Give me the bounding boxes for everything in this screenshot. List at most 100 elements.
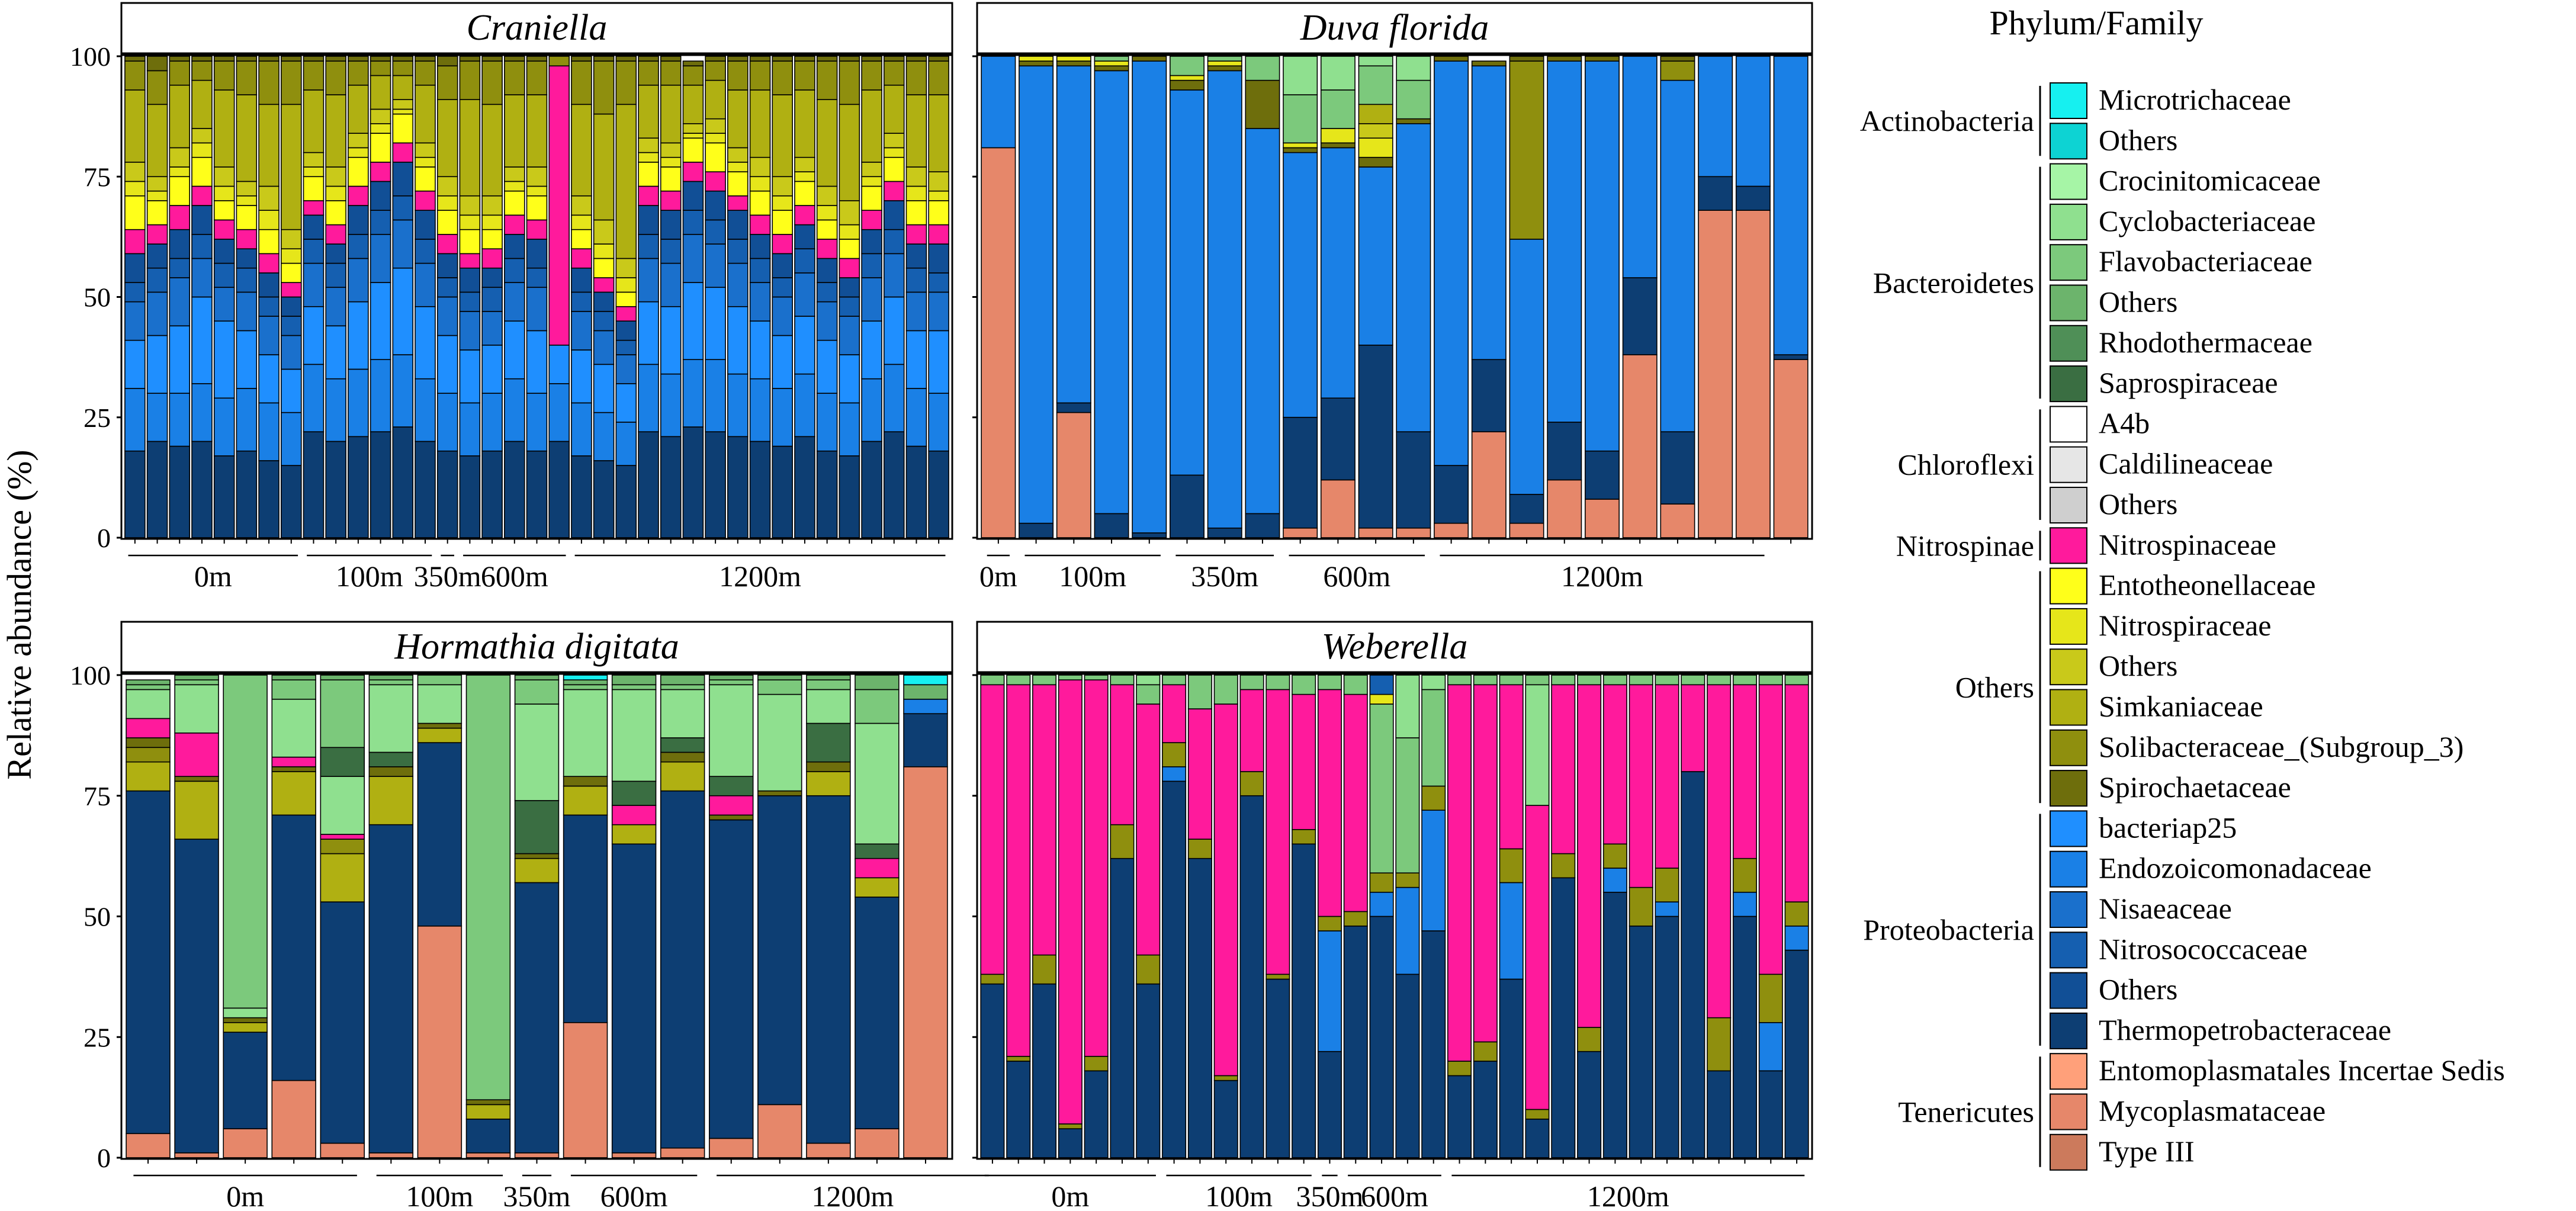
bar-segment [772, 388, 793, 447]
group-label: 1200m [1587, 1180, 1669, 1211]
group-label: 350m [414, 560, 481, 593]
bar-segment [1245, 79, 1280, 129]
bar-segment [303, 431, 325, 538]
bar-segment [236, 205, 258, 230]
bar-segment [236, 181, 258, 197]
bar-segment [320, 901, 365, 1144]
bar [1132, 56, 1167, 538]
legend-entry: Spirochaetaceae [2099, 770, 2291, 804]
bar-segment [174, 1152, 219, 1158]
bar-segment [1136, 983, 1161, 1158]
bar-segment [705, 60, 726, 81]
bar-segment [174, 674, 219, 680]
bar [660, 674, 705, 1158]
bar-segment [504, 181, 525, 192]
y-tick-label: 100 [70, 41, 111, 72]
bar-segment [436, 56, 458, 67]
bar-segment [146, 104, 168, 178]
bar-segment [638, 301, 659, 365]
bar-segment [526, 185, 548, 197]
bar-segment [660, 210, 682, 240]
bar-segment [794, 272, 815, 317]
bar-segment [1056, 412, 1091, 538]
bar [1358, 56, 1393, 538]
bar-segment [514, 853, 560, 859]
bar-segment [514, 857, 560, 884]
bar-segment [370, 133, 391, 163]
bar-segment [816, 282, 838, 303]
bar [370, 56, 391, 538]
bar-segment [1396, 56, 1431, 81]
bar-segment [1660, 60, 1695, 81]
bar-segment [1320, 147, 1356, 399]
bar-segment [1434, 60, 1469, 466]
bar-segment [325, 60, 346, 95]
bar-segment [1320, 397, 1356, 481]
bar-segment [1395, 886, 1420, 975]
bar-segment [1170, 89, 1205, 476]
bar-segment [368, 679, 414, 686]
group-label: 100m [336, 560, 403, 593]
legend-phylum-label: Nitrospinae [1896, 529, 2034, 562]
bar-segment [415, 142, 436, 158]
bar-segment [1447, 684, 1472, 1062]
bar-segment [325, 185, 346, 201]
legend-entry: Others [2099, 649, 2177, 682]
bar-segment [320, 839, 365, 855]
y-tick-label: 25 [83, 1022, 111, 1052]
bar-segment [1447, 674, 1472, 686]
bar-segment [1136, 954, 1161, 985]
bar-segment [370, 75, 391, 110]
bar-segment [855, 674, 900, 690]
bar-segment [709, 814, 754, 821]
bar-segment [727, 171, 749, 197]
bar-segment [749, 214, 771, 235]
bar-segment [749, 156, 771, 178]
bar-segment [1292, 843, 1316, 1158]
bar-segment [1396, 79, 1431, 120]
bar [571, 56, 592, 538]
bar-segment [1434, 56, 1469, 62]
bar-segment [548, 56, 570, 67]
bar-segment [682, 162, 704, 182]
legend-swatch [2050, 1093, 2087, 1130]
bar-segment [415, 441, 436, 538]
bar [1283, 56, 1318, 538]
bar-segment [236, 94, 258, 182]
bar-segment [504, 60, 525, 95]
bar-segment [436, 253, 458, 278]
bar [1509, 56, 1544, 538]
bar [1784, 674, 1809, 1158]
bar-segment [1681, 771, 1705, 1158]
bar-segment [465, 674, 511, 1101]
bar-segment [660, 166, 682, 192]
bar-segment [1162, 742, 1187, 767]
bar-segment [794, 156, 815, 172]
bar-segment [481, 214, 503, 230]
bar-segment [325, 200, 346, 226]
bar [1735, 56, 1771, 538]
bar-segment [436, 195, 458, 211]
bar-segment [124, 450, 146, 538]
bar [1547, 56, 1582, 538]
bar-segment [258, 354, 280, 404]
bar-segment [174, 780, 219, 840]
bar-segment [682, 282, 704, 360]
bar-segment [727, 147, 749, 163]
bar-segment [1358, 65, 1393, 105]
bar-segment [839, 455, 860, 538]
bar-segment [905, 267, 927, 293]
bar-segment [481, 229, 503, 249]
group-label: 350m [1191, 560, 1258, 593]
bar-segment [1577, 1027, 1602, 1052]
bar-segment [258, 185, 280, 211]
bar-segment [325, 224, 346, 245]
bar [1421, 674, 1446, 1158]
bar-segment [415, 378, 436, 442]
bar-segment [1056, 56, 1091, 62]
bar-segment [169, 147, 191, 168]
bar-segment [1358, 527, 1393, 538]
legend-entry: Solibacteraceae_(Subgroup_3) [2099, 730, 2463, 763]
bar-segment [124, 339, 146, 389]
